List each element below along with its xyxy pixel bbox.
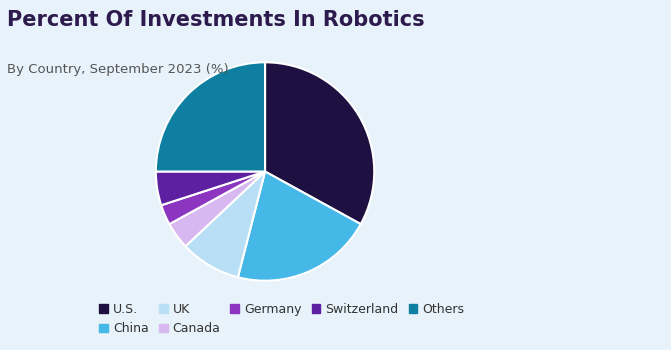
Text: By Country, September 2023 (%): By Country, September 2023 (%) <box>7 63 228 76</box>
Wedge shape <box>185 172 265 277</box>
Legend: U.S., China, UK, Canada, Germany, Switzerland, Others: U.S., China, UK, Canada, Germany, Switze… <box>95 298 469 340</box>
Text: Percent Of Investments In Robotics: Percent Of Investments In Robotics <box>7 10 424 30</box>
Wedge shape <box>161 172 265 224</box>
Wedge shape <box>265 62 374 224</box>
Wedge shape <box>169 172 265 246</box>
Wedge shape <box>156 62 265 172</box>
Wedge shape <box>156 172 265 205</box>
Wedge shape <box>238 172 361 281</box>
